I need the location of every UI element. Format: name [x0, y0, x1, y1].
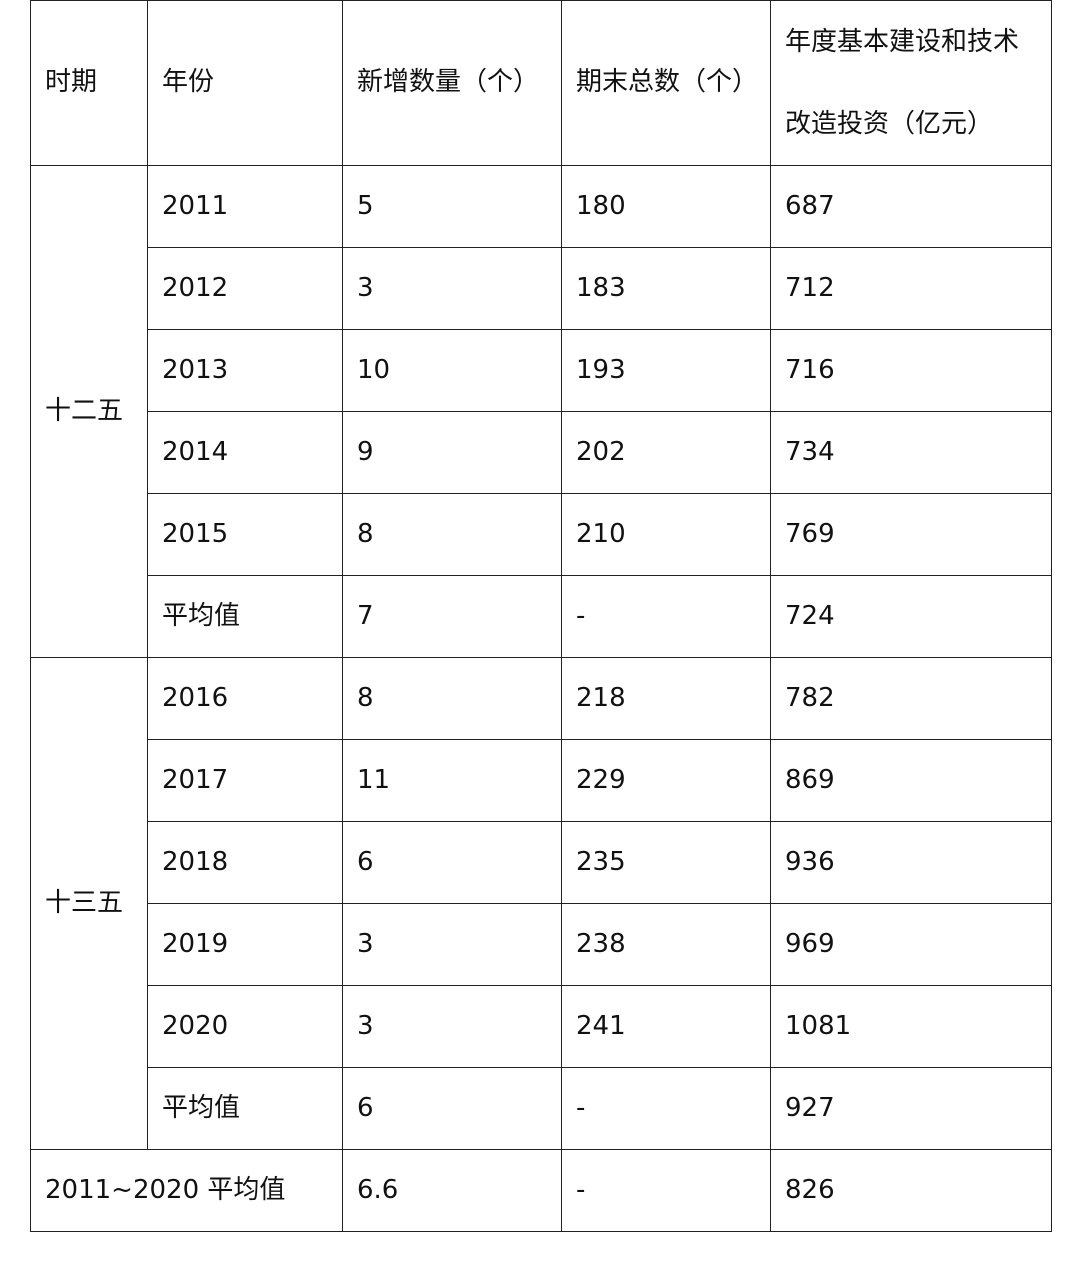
new-count-cell: 7	[342, 575, 562, 658]
investment-cell: 927	[770, 1067, 1052, 1150]
end-total-cell: -	[561, 1149, 771, 1232]
investment-cell: 724	[770, 575, 1052, 658]
table-row: 十三五 2016 8 218 782	[30, 657, 1052, 1150]
table-row: 2020 3 241 1081	[31, 985, 1052, 1068]
year-cell: 2015	[147, 493, 343, 576]
investment-cell: 687	[770, 165, 1052, 248]
end-total-cell: 238	[561, 903, 771, 986]
new-count-cell: 9	[342, 411, 562, 494]
new-count-cell: 3	[342, 903, 562, 986]
new-count-cell: 6	[342, 1067, 562, 1150]
end-total-cell: 202	[561, 411, 771, 494]
header-row: 时期 年份 新增数量（个） 期末总数（个） 年度基本建设和技术改造投资（亿元）	[30, 0, 1052, 166]
year-cell: 2014	[147, 411, 343, 494]
investment-cell: 782	[770, 657, 1052, 740]
table-row: 十二五 2011 5 180 687	[30, 165, 1052, 658]
table-row: 2019 3 238 969	[31, 903, 1052, 986]
header-year: 年份	[147, 0, 343, 166]
header-new-count: 新增数量（个）	[342, 0, 562, 166]
new-count-cell: 3	[342, 247, 562, 330]
investment-cell: 936	[770, 821, 1052, 904]
end-total-cell: -	[561, 575, 771, 658]
period-cell: 十三五	[30, 657, 148, 1150]
table-row: 平均值 6-927	[31, 1067, 1052, 1150]
data-table: 时期 年份 新增数量（个） 期末总数（个） 年度基本建设和技术改造投资（亿元） …	[30, 0, 1052, 1232]
new-count-cell: 8	[342, 657, 562, 740]
period-cell: 十二五	[30, 165, 148, 658]
header-end-total: 期末总数（个）	[561, 0, 771, 166]
overall-label-cell: 2011~2020 平均值	[30, 1149, 343, 1232]
year-cell: 平均值	[147, 1067, 343, 1150]
end-total-cell: 235	[561, 821, 771, 904]
year-cell: 2012	[147, 247, 343, 330]
new-count-cell: 3	[342, 985, 562, 1068]
investment-cell: 969	[770, 903, 1052, 986]
year-cell: 平均值	[147, 575, 343, 658]
end-total-cell: 241	[561, 985, 771, 1068]
new-count-cell: 11	[342, 739, 562, 822]
table-row: 2014 9 202 734	[31, 411, 1052, 494]
end-total-cell: -	[561, 1067, 771, 1150]
end-total-cell: 218	[561, 657, 771, 740]
end-total-cell: 229	[561, 739, 771, 822]
table-row: 2012 3 183 712	[31, 247, 1052, 330]
table-row: 平均值 7-724	[31, 575, 1052, 658]
table-row: 2018 6 235 936	[31, 821, 1052, 904]
table-row: 2017 11 229 869	[31, 739, 1052, 822]
table-row: 2015 8 210 769	[31, 493, 1052, 576]
end-total-cell: 193	[561, 329, 771, 412]
new-count-cell: 5	[342, 165, 562, 248]
table-body: 十二五 2011 5 180 687 2012 3 183 712 2013 10 193 716 201…	[30, 165, 1052, 1232]
new-count-cell: 6.6	[342, 1149, 562, 1232]
year-cell: 2018	[147, 821, 343, 904]
investment-cell: 1081	[770, 985, 1052, 1068]
year-cell: 2019	[147, 903, 343, 986]
new-count-cell: 10	[342, 329, 562, 412]
investment-cell: 716	[770, 329, 1052, 412]
year-cell: 2013	[147, 329, 343, 412]
investment-cell: 734	[770, 411, 1052, 494]
end-total-cell: 183	[561, 247, 771, 330]
year-cell: 2017	[147, 739, 343, 822]
year-cell: 2016	[147, 657, 343, 740]
investment-cell: 712	[770, 247, 1052, 330]
investment-cell: 869	[770, 739, 1052, 822]
investment-cell: 826	[770, 1149, 1052, 1232]
table-row: 2013 10 193 716	[31, 329, 1052, 412]
end-total-cell: 180	[561, 165, 771, 248]
overall-average-row: 2011~2020 平均值 6.6-826	[30, 1149, 1052, 1232]
end-total-cell: 210	[561, 493, 771, 576]
investment-cell: 769	[770, 493, 1052, 576]
year-cell: 2020	[147, 985, 343, 1068]
header-period: 时期	[30, 0, 148, 166]
header-investment: 年度基本建设和技术改造投资（亿元）	[770, 0, 1052, 166]
new-count-cell: 6	[342, 821, 562, 904]
year-cell: 2011	[147, 165, 343, 248]
new-count-cell: 8	[342, 493, 562, 576]
